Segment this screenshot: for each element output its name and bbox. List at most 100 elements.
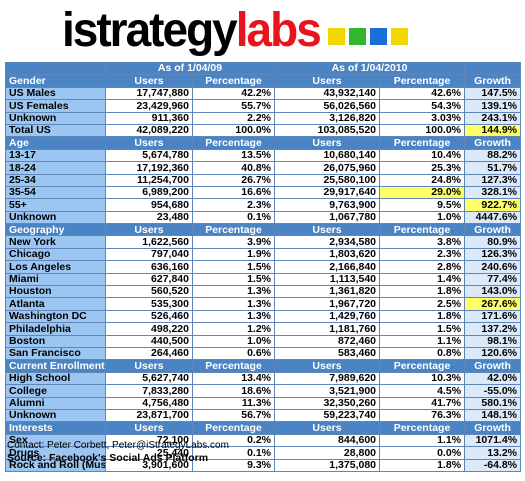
section-title: Gender [5,74,106,88]
cell: 139.1% [464,99,522,113]
footer: Contact: Peter Corbett, Peter@iStrategyL… [7,440,229,464]
cell: 1.5% [191,260,276,274]
data-row: Unknown 911,360 2.2% 3,126,820 3.03% 243.1% [5,111,522,125]
column-header: Users [274,74,381,88]
row-label: Chicago [5,247,106,262]
column-header: Percentage [379,421,466,435]
cell: 2,934,580 [274,235,381,249]
data-row: 18-24 17,192,360 40.8% 26,075,960 25.3% 51.7% [5,161,522,175]
data-row: Total US 42,089,220 100.0% 103,085,520 100.0… [5,123,522,138]
row-label: Unknown [5,111,106,125]
cell: 25.3% [379,161,466,175]
cell: 3,901,600 [105,458,193,472]
data-row: Rock and Roll (Music)3,901,6009.3%1,375,… [5,458,522,472]
logo-text: labs [235,1,322,57]
cell: 560,520 [105,285,193,299]
column-header: Percentage [379,74,466,88]
column-header: Users [105,74,193,88]
cell: 51.7% [464,161,522,175]
data-row: New York 1,622,560 3.9% 2,934,580 3.8% 80.9% [5,235,522,249]
cell: 26,075,960 [274,161,381,175]
cell: 1,375,080 [274,458,381,472]
cell: 3.9% [191,235,276,249]
cell: 148.1% [464,408,522,423]
cell: 0.1% [191,210,276,225]
data-row: College 7,833,280 18.6% 3,521,900 4.5% -55.0% [5,384,522,398]
cell: 1.5% [191,272,276,287]
cell: 11,254,700 [105,173,193,187]
section-header-row: Current Enrollment Users Percentage Users Pe… [5,359,522,373]
cell: 10.4% [379,148,466,163]
data-row: Miami 627,840 1.5% 1,113,540 1.4% 77.4% [5,272,522,287]
cell: 4.5% [379,384,466,398]
cell: 583,460 [274,346,381,361]
logo-square [369,27,387,45]
cell: 6,989,200 [105,185,193,200]
cell: 243.1% [464,111,522,125]
cell: 120.6% [464,346,522,361]
column-header: Users [105,421,193,435]
logo: istrategy labs [62,2,410,56]
cell: 29.0% [379,185,466,200]
column-header: Percentage [191,136,276,150]
cell: 100.0% [191,123,276,138]
column-header: Growth [464,359,522,373]
column-header: Percentage [379,359,466,373]
section-title: Age [5,136,106,150]
cell: 1,622,560 [105,235,193,249]
logo-square [327,27,345,45]
cell: 580.1% [464,396,522,410]
cell: 127.3% [464,173,522,187]
logo-square [390,27,408,45]
row-label: New York [5,235,106,249]
row-label: Rock and Roll (Music) [5,458,106,472]
row-label: US Males [5,86,106,101]
row-label: Atlanta [5,297,106,311]
cell: 1,429,760 [274,309,381,324]
cell: 56,026,560 [274,99,381,113]
cell: 23,429,960 [105,99,193,113]
cell: 2.8% [379,260,466,274]
cell: 844,600 [274,433,381,448]
column-header: Percentage [379,136,466,150]
stats-table: As of 1/04/09 As of 1/04/2010 Gender Users P… [5,61,522,472]
cell: 147.5% [464,86,522,101]
row-label: Philadelphia [5,322,106,336]
column-header: Users [274,136,381,150]
row-label: Houston [5,285,106,299]
cell: 526,460 [105,309,193,324]
cell: 1,803,620 [274,247,381,262]
column-header: Users [274,359,381,373]
cell: 1.1% [379,334,466,349]
section-header-row: Age Users Percentage Users Percentage Growth [5,136,522,150]
cell: 2.3% [379,247,466,262]
cell: 636,160 [105,260,193,274]
row-label: Unknown [5,210,106,225]
cell: 26.7% [191,173,276,187]
period-header: As of 1/04/09 [104,61,276,76]
cell: 1.0% [379,210,466,225]
cell: 7,833,280 [105,384,193,398]
cell: 1.5% [379,322,466,336]
cell: 18.6% [191,384,276,398]
cell: 535,300 [105,297,193,311]
cell: 55.7% [191,99,276,113]
column-header: Users [105,359,193,373]
row-label: 55+ [5,198,106,212]
row-label: Washington DC [5,309,106,324]
data-row: Philadelphia 498,220 1.2% 1,181,760 1.5% 137.… [5,322,522,336]
cell: 42.0% [464,371,522,386]
column-header: Percentage [191,359,276,373]
row-label: Unknown [5,408,106,423]
data-row: US Males 17,747,880 42.2% 43,932,140 42.6% 14… [5,86,522,101]
data-row: Washington DC 526,460 1.3% 1,429,760 1.8% 171… [5,309,522,324]
column-header: Percentage [191,74,276,88]
data-row: Chicago 797,040 1.9% 1,803,620 2.3% 126.3% [5,247,522,262]
row-label: Los Angeles [5,260,106,274]
cell: 911,360 [105,111,193,125]
cell: 143.0% [464,285,522,299]
row-label: 18-24 [5,161,106,175]
cell: 11.3% [191,396,276,410]
section-header-row: Interests Users Percentage Users Percentage G… [5,421,522,435]
cell: 922.7% [464,198,522,212]
